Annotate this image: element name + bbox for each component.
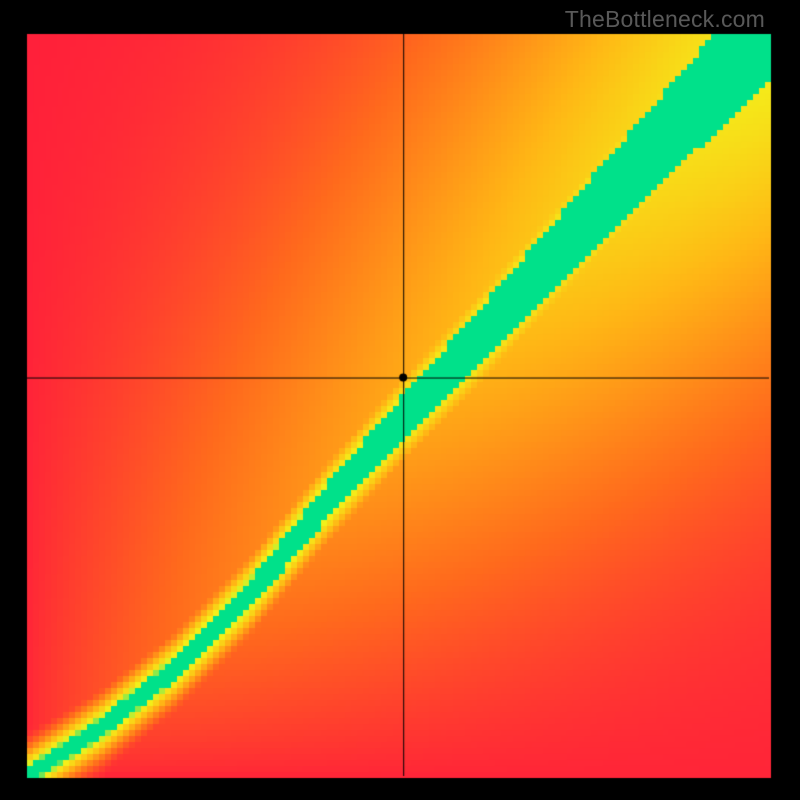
bottleneck-heatmap [0,0,800,800]
chart-container: { "watermark": "TheBottleneck.com", "wat… [0,0,800,800]
